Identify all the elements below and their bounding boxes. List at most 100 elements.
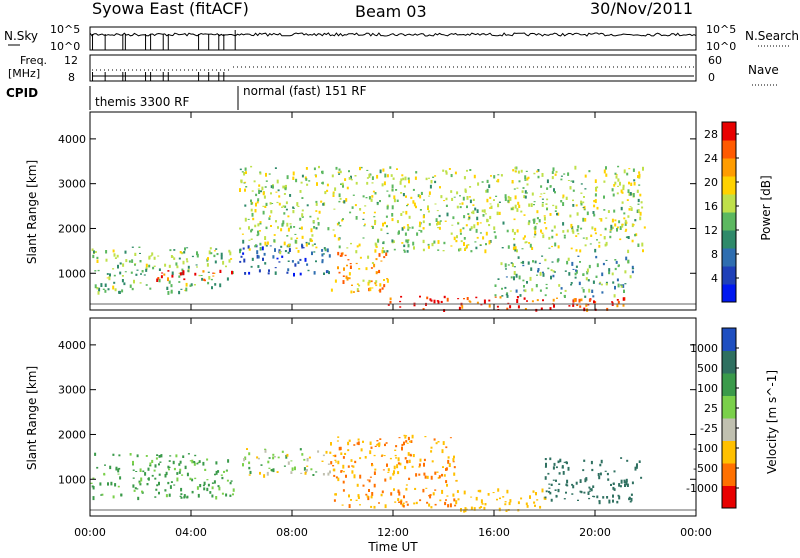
data-cell [436, 471, 439, 473]
cpid-panel: CPID themis 3300 RF normal (fast) 151 RF [6, 84, 367, 110]
data-cell [265, 202, 268, 206]
data-cell [497, 488, 500, 492]
data-cell [572, 303, 575, 307]
data-cell [430, 506, 433, 509]
data-cell [139, 252, 141, 254]
data-cell [136, 269, 139, 271]
data-cell [264, 241, 267, 246]
data-cell [169, 455, 172, 457]
data-cell [337, 436, 340, 438]
data-cell [579, 305, 582, 308]
data-cell [583, 196, 585, 198]
data-cell [466, 297, 469, 301]
data-cell [509, 499, 512, 503]
data-cell [552, 274, 555, 278]
data-cell [96, 256, 99, 259]
data-cell [424, 436, 427, 438]
data-cell [446, 212, 449, 217]
data-cell [563, 173, 566, 175]
data-cell [532, 260, 534, 263]
nave-tick-low: 0 [708, 71, 715, 84]
velocity-colorbar-label: Velocity [m s^-1] [765, 370, 779, 474]
data-cell [301, 245, 304, 249]
data-cell [545, 203, 548, 205]
data-cell [323, 247, 326, 250]
data-cell [300, 472, 303, 474]
data-cell [156, 484, 159, 487]
data-cell [531, 192, 534, 196]
data-cell [634, 466, 637, 471]
data-cell [342, 456, 345, 459]
data-cell [475, 228, 478, 233]
data-cell [479, 232, 482, 234]
data-cell [268, 173, 271, 175]
data-cell [371, 182, 374, 184]
data-cell [285, 201, 288, 205]
data-cell [616, 299, 619, 301]
data-cell [405, 239, 408, 243]
data-cell [194, 477, 197, 480]
data-cell [287, 215, 290, 218]
data-cell [134, 263, 137, 265]
data-cell [442, 169, 445, 172]
data-cell [602, 496, 605, 499]
data-cell [575, 269, 577, 272]
data-cell [338, 173, 341, 175]
data-cell [531, 246, 534, 250]
data-cell [324, 248, 327, 252]
data-cell [389, 476, 392, 480]
data-cell [93, 250, 95, 254]
data-cell [614, 172, 617, 175]
data-cell [198, 460, 201, 463]
data-cell [286, 453, 289, 457]
data-cell [242, 239, 245, 244]
data-cell [370, 495, 373, 499]
data-cell [379, 283, 382, 287]
data-cell [629, 275, 632, 279]
data-cell [259, 247, 262, 251]
data-cell [617, 283, 620, 288]
data-cell [606, 307, 609, 311]
data-cell [488, 303, 491, 308]
data-cell [422, 308, 425, 311]
data-cell [596, 495, 599, 499]
data-cell [514, 246, 517, 250]
data-cell [315, 246, 318, 249]
data-cell [579, 249, 582, 253]
data-cell [490, 205, 493, 209]
data-cell [287, 251, 290, 254]
data-cell [239, 260, 242, 263]
data-cell [548, 236, 551, 240]
data-cell [600, 283, 603, 286]
data-cell [407, 226, 410, 230]
data-cell [211, 286, 213, 290]
data-cell [582, 201, 585, 204]
data-cell [219, 269, 222, 273]
data-cell [122, 263, 125, 267]
data-cell [555, 170, 558, 173]
data-cell [158, 491, 160, 495]
data-cell [350, 175, 352, 179]
data-cell [459, 203, 462, 205]
data-cell [384, 221, 386, 225]
data-cell [265, 172, 267, 177]
data-cell [403, 244, 406, 248]
data-cell [614, 181, 617, 185]
data-cell [368, 489, 370, 492]
data-cell [571, 483, 574, 486]
data-cell [248, 466, 251, 470]
data-cell [298, 227, 301, 230]
data-cell [483, 506, 486, 511]
data-cell [168, 460, 171, 462]
data-cell [612, 486, 615, 490]
data-cell [496, 498, 498, 501]
data-cell [626, 483, 629, 487]
data-cell [376, 443, 379, 446]
data-cell [536, 210, 539, 214]
nave-label: Nave [748, 63, 779, 77]
data-cell [272, 456, 275, 460]
data-cell [265, 180, 268, 182]
data-cell [358, 284, 361, 287]
data-cell [366, 177, 369, 179]
